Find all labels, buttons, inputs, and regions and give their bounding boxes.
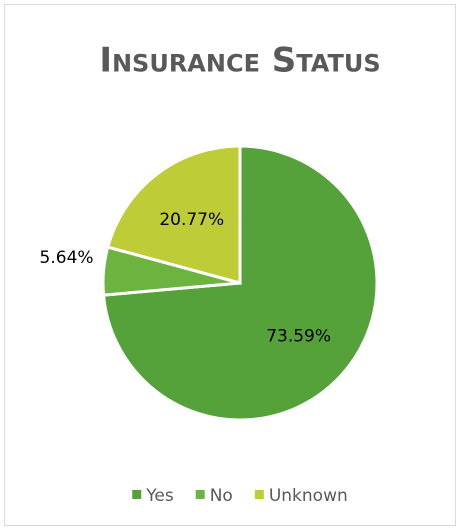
legend-swatch (254, 490, 264, 499)
legend-swatch (195, 490, 205, 499)
legend-label: Yes (145, 486, 174, 506)
legend-label: No (210, 486, 233, 506)
data-label: 73.59% (266, 327, 331, 347)
data-label: 20.77% (159, 210, 224, 230)
pie-slice (105, 144, 242, 285)
chart-title: Insurance Status (99, 41, 380, 81)
data-label: 5.64% (40, 248, 94, 268)
legend-label: Unknown (269, 486, 348, 506)
legend-swatch (132, 490, 142, 499)
